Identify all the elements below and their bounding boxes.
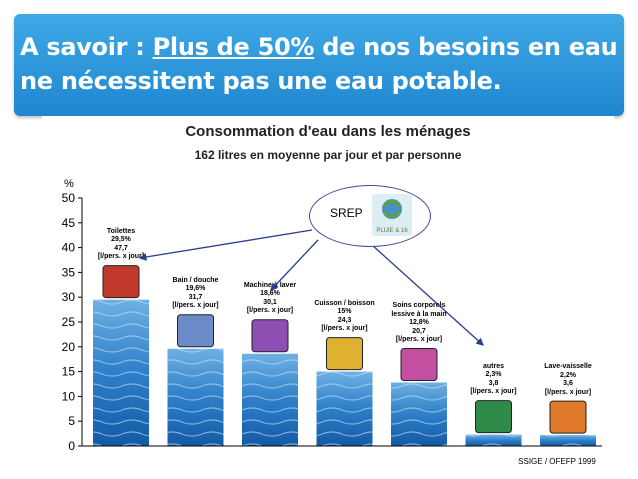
bar-data-label-line: 2,3% (485, 371, 502, 379)
headline-prefix: A savoir : (20, 33, 145, 61)
bar-data-label-line: Lave-vaisselle (544, 363, 592, 371)
chart-subtitle: 162 litres en moyenne par jour et par pe… (195, 148, 462, 162)
bar-texture (316, 371, 373, 446)
bar-data-label: Lave-vaisselle 2,2% 3,6 [l/pers. x jour] (528, 363, 608, 397)
slide-headline: A savoir : Plus de 50% de nos besoins en… (20, 30, 620, 98)
bar-data-label: Bain / douche 19,6% 31,7 [l/pers. x jour] (156, 277, 236, 311)
y-tick-label: 25 (62, 315, 76, 329)
y-tick-label: 30 (62, 290, 76, 304)
bar-texture (167, 348, 224, 446)
bar-data-label-line: lessive à la main (391, 310, 447, 318)
bar-data-label-line: 12,8% (409, 319, 429, 326)
bar-data-label-line: 19,6% (185, 285, 206, 293)
bar-data-label: Soins corporels lessive à la main 12,8% 20,… (379, 302, 459, 345)
bar-data-label-line: 29,5% (111, 236, 131, 244)
bar-data-label: Machine à laver 18,6% 30,1 [l/pers. x jour] (230, 282, 310, 316)
bar-texture (242, 353, 298, 446)
category-illustration-icon (326, 337, 363, 371)
category-illustration-icon (475, 400, 512, 434)
y-axis-label: % (64, 178, 74, 190)
bar-data-label-line: 47,7 (114, 244, 128, 252)
chart-title: Consommation d'eau dans les ménages (185, 123, 470, 140)
chart-figure: Consommation d'eau dans les ménages 162 … (42, 116, 614, 471)
title-banner (14, 14, 624, 116)
bar-data-label-line: 30,1 (263, 298, 277, 306)
bar-data-label-line: 3,6 (563, 380, 573, 388)
bar-data-label-line: Bain / douche (172, 276, 219, 284)
bar-data-label-line: [l/pers. x jour] (321, 325, 368, 333)
y-tick-label: 5 (68, 414, 75, 428)
bar-data-label: Cuisson / boisson 15% 24,3 [l/pers. x jour] (305, 300, 385, 334)
bar-data-label-line: [l/pers. x jour] (246, 307, 294, 315)
y-tick-label: 45 (62, 216, 76, 230)
srep-label: SREP (330, 206, 363, 220)
headline-rest: de nos besoins en eau ne nécessitent pas… (20, 33, 618, 95)
y-tick-label: 35 (62, 265, 76, 279)
bar-data-label-line: [l/pers. x jour] (97, 253, 145, 261)
y-tick-label: 40 (62, 241, 76, 255)
y-tick-label: 0 (68, 439, 75, 453)
bar-data-label-line: autres (482, 362, 504, 370)
bar-data-label-line: 3,8 (488, 379, 499, 387)
bar-texture (93, 299, 149, 446)
category-illustration-icon (549, 400, 587, 434)
bar-data-label-line: 2,2% (560, 371, 576, 379)
category-illustration-icon (177, 314, 214, 348)
bar-data-label-line: 31,7 (188, 293, 203, 301)
bar-texture (391, 382, 447, 446)
srep-logo: PLUIE & 16 (372, 194, 412, 236)
bar-texture (540, 435, 596, 446)
bar-data-label-line: [l/pers. x jour] (395, 336, 443, 343)
bar-data-label-line: 24,3 (337, 316, 352, 324)
bar-data-label-line: Soins corporels (392, 302, 446, 309)
category-illustration-icon (400, 348, 438, 382)
bar-data-label-line: Toilettes (106, 227, 136, 235)
bar-data-label-line: 15% (337, 308, 352, 316)
y-tick-label: 15 (62, 365, 76, 379)
y-tick-label: 50 (62, 191, 76, 205)
recycle-icon (382, 199, 402, 219)
bar-data-label-line: [l/pers. x jour] (470, 388, 517, 396)
category-illustration-icon (102, 265, 140, 299)
bar-data-label-line: Cuisson / boisson (314, 299, 375, 307)
bar-data-label: autres 2,3% 3,8 [l/pers. x jour] (454, 363, 534, 397)
y-tick-label: 20 (62, 340, 76, 354)
bar-texture (465, 434, 522, 446)
headline-highlight: Plus de 50% (152, 33, 315, 61)
srep-logo-text: PLUIE & 16 (376, 228, 408, 234)
bar-data-label: Toilettes 29,5% 47,7 [l/pers. x jour] (81, 228, 161, 262)
bar-data-label-line: 18,6% (260, 290, 280, 298)
category-illustration-icon (251, 319, 289, 353)
chart-source: SSIGE / OFEFP 1999 (518, 457, 596, 466)
srep-callout: SREP PLUIE & 16 (309, 185, 431, 247)
bar-data-label-line: 20,7 (412, 327, 426, 335)
bar-data-label-line: [l/pers. x jour] (172, 302, 219, 310)
y-tick-label: 10 (62, 389, 76, 403)
bar-chart: Consommation d'eau dans les ménages 162 … (62, 123, 602, 466)
bar-data-label-line: Machine à laver (243, 281, 297, 289)
bar-data-label-line: [l/pers. x jour] (544, 388, 592, 396)
